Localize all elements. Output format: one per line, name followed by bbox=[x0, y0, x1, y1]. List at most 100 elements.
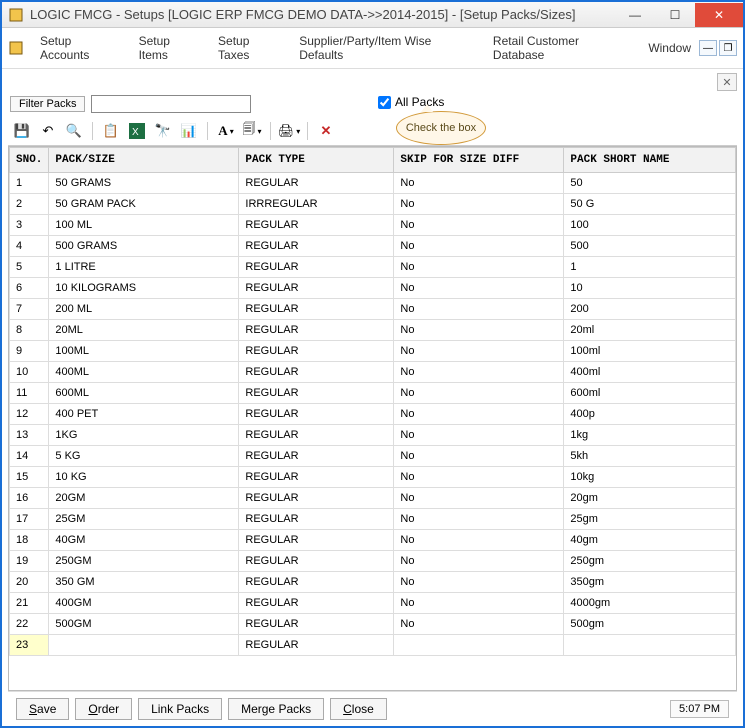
print-icon[interactable]: 🖨▾ bbox=[279, 121, 299, 141]
table-row[interactable]: 610 KILOGRAMSREGULARNo10 bbox=[10, 278, 736, 299]
cell-skip[interactable]: No bbox=[394, 425, 564, 446]
minimize-button[interactable]: — bbox=[615, 3, 655, 27]
order-button[interactable]: Order bbox=[75, 698, 132, 720]
mdi-close-button[interactable]: ✕ bbox=[717, 73, 737, 91]
cell-sno[interactable]: 4 bbox=[10, 236, 49, 257]
font-icon[interactable]: A▾ bbox=[216, 121, 236, 141]
cell-skip[interactable]: No bbox=[394, 509, 564, 530]
cell-type[interactable]: REGULAR bbox=[239, 593, 394, 614]
cell-pack[interactable]: 350 GM bbox=[49, 572, 239, 593]
cell-skip[interactable]: No bbox=[394, 404, 564, 425]
cell-type[interactable]: REGULAR bbox=[239, 446, 394, 467]
table-row[interactable]: 1840GMREGULARNo40gm bbox=[10, 530, 736, 551]
cell-skip[interactable]: No bbox=[394, 593, 564, 614]
cell-pack[interactable]: 1KG bbox=[49, 425, 239, 446]
save-icon[interactable]: 💾 bbox=[12, 121, 32, 141]
table-row[interactable]: 51 LITREREGULARNo1 bbox=[10, 257, 736, 278]
table-row[interactable]: 131KGREGULARNo1kg bbox=[10, 425, 736, 446]
cell-short[interactable]: 100 bbox=[564, 215, 736, 236]
cell-short[interactable] bbox=[564, 635, 736, 656]
cell-type[interactable]: REGULAR bbox=[239, 383, 394, 404]
cell-pack[interactable]: 500 GRAMS bbox=[49, 236, 239, 257]
cell-sno[interactable]: 3 bbox=[10, 215, 49, 236]
table-row[interactable]: 145 KGREGULARNo5kh bbox=[10, 446, 736, 467]
cell-skip[interactable]: No bbox=[394, 278, 564, 299]
cell-pack[interactable]: 250GM bbox=[49, 551, 239, 572]
cell-pack[interactable]: 1 LITRE bbox=[49, 257, 239, 278]
cell-pack[interactable]: 400GM bbox=[49, 593, 239, 614]
cell-pack[interactable]: 100 ML bbox=[49, 215, 239, 236]
link-packs-button[interactable]: Link Packs bbox=[138, 698, 222, 720]
cell-sno[interactable]: 19 bbox=[10, 551, 49, 572]
col-packsize[interactable]: PACK/SIZE bbox=[49, 148, 239, 173]
cell-short[interactable]: 200 bbox=[564, 299, 736, 320]
save-button[interactable]: Save bbox=[16, 698, 69, 720]
cell-type[interactable]: REGULAR bbox=[239, 341, 394, 362]
cell-type[interactable]: REGULAR bbox=[239, 173, 394, 194]
cell-pack[interactable]: 40GM bbox=[49, 530, 239, 551]
cell-pack[interactable]: 20ML bbox=[49, 320, 239, 341]
cell-type[interactable]: REGULAR bbox=[239, 635, 394, 656]
cell-sno[interactable]: 22 bbox=[10, 614, 49, 635]
cell-skip[interactable]: No bbox=[394, 614, 564, 635]
table-row[interactable]: 820MLREGULARNo20ml bbox=[10, 320, 736, 341]
filter-packs-button[interactable]: Filter Packs bbox=[10, 96, 85, 112]
col-packtype[interactable]: PACK TYPE bbox=[239, 148, 394, 173]
cell-pack[interactable]: 100ML bbox=[49, 341, 239, 362]
close-button[interactable]: ✕ bbox=[695, 3, 743, 27]
menu-setup-items[interactable]: Setup Items bbox=[131, 32, 210, 64]
binoculars-icon[interactable]: 🔭 bbox=[153, 121, 173, 141]
cell-sno[interactable]: 14 bbox=[10, 446, 49, 467]
cell-short[interactable]: 400p bbox=[564, 404, 736, 425]
cell-type[interactable]: REGULAR bbox=[239, 425, 394, 446]
cell-short[interactable]: 400ml bbox=[564, 362, 736, 383]
undo-icon[interactable]: ↶ bbox=[38, 121, 58, 141]
cell-skip[interactable]: No bbox=[394, 467, 564, 488]
cell-skip[interactable]: No bbox=[394, 530, 564, 551]
cell-sno[interactable]: 23 bbox=[10, 635, 49, 656]
table-row[interactable]: 150 GRAMSREGULARNo50 bbox=[10, 173, 736, 194]
cell-skip[interactable]: No bbox=[394, 446, 564, 467]
cell-type[interactable]: REGULAR bbox=[239, 278, 394, 299]
cell-sno[interactable]: 16 bbox=[10, 488, 49, 509]
col-sno[interactable]: SNO. bbox=[10, 148, 49, 173]
cell-pack[interactable]: 10 KILOGRAMS bbox=[49, 278, 239, 299]
table-row[interactable]: 7200 MLREGULARNo200 bbox=[10, 299, 736, 320]
cell-type[interactable]: REGULAR bbox=[239, 215, 394, 236]
table-row[interactable]: 9100MLREGULARNo100ml bbox=[10, 341, 736, 362]
excel-icon[interactable]: X bbox=[127, 121, 147, 141]
cell-type[interactable]: REGULAR bbox=[239, 467, 394, 488]
cell-short[interactable]: 50 bbox=[564, 173, 736, 194]
cell-short[interactable]: 350gm bbox=[564, 572, 736, 593]
cell-type[interactable]: REGULAR bbox=[239, 362, 394, 383]
cell-short[interactable]: 250gm bbox=[564, 551, 736, 572]
cell-pack[interactable]: 500GM bbox=[49, 614, 239, 635]
col-shortname[interactable]: PACK SHORT NAME bbox=[564, 148, 736, 173]
cell-short[interactable]: 50 G bbox=[564, 194, 736, 215]
cell-short[interactable]: 1kg bbox=[564, 425, 736, 446]
merge-packs-button[interactable]: Merge Packs bbox=[228, 698, 324, 720]
table-row[interactable]: 23 REGULAR bbox=[10, 635, 736, 656]
magnify-icon[interactable]: 🔍 bbox=[64, 121, 84, 141]
cell-short[interactable]: 500gm bbox=[564, 614, 736, 635]
cell-skip[interactable]: No bbox=[394, 320, 564, 341]
cell-pack[interactable]: 50 GRAMS bbox=[49, 173, 239, 194]
maximize-button[interactable]: ☐ bbox=[655, 3, 695, 27]
cell-skip[interactable]: No bbox=[394, 362, 564, 383]
cell-sno[interactable]: 21 bbox=[10, 593, 49, 614]
table-row[interactable]: 19250GMREGULARNo250gm bbox=[10, 551, 736, 572]
cell-short[interactable]: 100ml bbox=[564, 341, 736, 362]
table-row[interactable]: 3100 MLREGULARNo100 bbox=[10, 215, 736, 236]
cell-short[interactable]: 20gm bbox=[564, 488, 736, 509]
cell-skip[interactable]: No bbox=[394, 341, 564, 362]
cell-sno[interactable]: 1 bbox=[10, 173, 49, 194]
cell-pack[interactable] bbox=[49, 635, 239, 656]
table-row[interactable]: 1510 KGREGULARNo10kg bbox=[10, 467, 736, 488]
cell-sno[interactable]: 11 bbox=[10, 383, 49, 404]
cell-pack[interactable]: 20GM bbox=[49, 488, 239, 509]
table-row[interactable]: 1725GMREGULARNo25gm bbox=[10, 509, 736, 530]
cell-type[interactable]: REGULAR bbox=[239, 404, 394, 425]
delete-icon[interactable]: ✕ bbox=[316, 121, 336, 141]
cell-type[interactable]: IRRREGULAR bbox=[239, 194, 394, 215]
cell-pack[interactable]: 25GM bbox=[49, 509, 239, 530]
